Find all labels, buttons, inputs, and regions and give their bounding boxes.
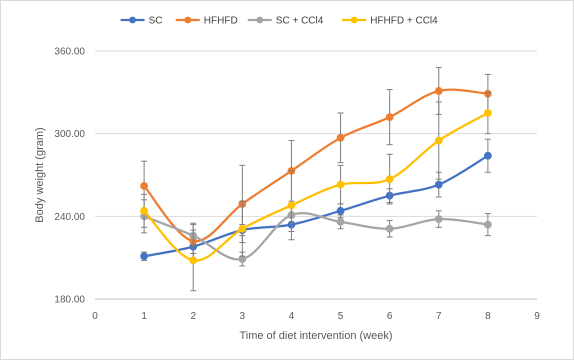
data-point: [434, 180, 443, 189]
legend-label: HFHFD: [204, 16, 238, 27]
data-point: [140, 206, 149, 215]
gridlines: [95, 50, 537, 217]
y-tick-label: 240.00: [54, 212, 85, 223]
x-tick-label: 9: [534, 311, 540, 322]
legend-item-sc: SC: [120, 16, 163, 27]
legend-label: SC: [149, 16, 163, 27]
x-tick-label: 8: [485, 311, 491, 322]
data-point: [238, 224, 247, 233]
data-point: [336, 133, 345, 142]
data-point: [189, 256, 198, 265]
data-point: [483, 151, 492, 160]
data-point: [140, 252, 149, 261]
x-tick-label: 3: [240, 311, 246, 322]
data-point: [336, 217, 345, 226]
legend-item-hfhfd: HFHFD: [175, 16, 238, 27]
legend-item-hfhfd-ccl4: HFHFD + CCl4: [342, 16, 438, 27]
legend-label: SC + CCl4: [276, 16, 324, 27]
data-point: [483, 220, 492, 229]
legend-item-sc-ccl4: SC + CCl4: [247, 16, 324, 27]
x-tick-labels: 0 1 2 3 4 5 6 7 8 9: [92, 311, 540, 322]
data-point: [385, 113, 394, 122]
legend-marker: [184, 16, 192, 24]
data-point: [336, 180, 345, 189]
x-tick-label: 1: [141, 311, 147, 322]
data-point: [385, 224, 394, 233]
legend-label: HFHFD + CCl4: [370, 16, 438, 27]
data-point: [336, 206, 345, 215]
x-tick-label: 7: [436, 311, 442, 322]
data-point: [434, 136, 443, 145]
series-layer: [140, 67, 492, 292]
x-tick-label: 0: [92, 311, 98, 322]
data-point: [287, 201, 296, 210]
y-tick-label: 360.00: [54, 47, 85, 58]
x-axis-title: Time of diet intervention (week): [239, 330, 392, 342]
x-tick-label: 2: [190, 311, 196, 322]
data-point: [140, 182, 149, 190]
data-point: [385, 175, 394, 184]
legend-marker: [256, 16, 264, 24]
data-point: [434, 215, 443, 223]
series-line: [143, 154, 489, 258]
y-tick-label: 300.00: [54, 129, 85, 140]
legend: SC HFHFD SC + CCl4 HFHFD + CCl4: [120, 16, 438, 27]
series-hfhfd-ccl4: [140, 91, 492, 292]
series-line: [143, 211, 489, 261]
series-sc-ccl4: [140, 199, 492, 267]
data-point: [434, 87, 443, 95]
y-tick-label: 180.00: [54, 295, 85, 306]
x-tick-label: 5: [338, 311, 344, 322]
legend-marker: [129, 16, 137, 24]
x-tick-label: 6: [387, 311, 393, 322]
y-tick-labels: 180.00 240.00 300.00 360.00: [54, 47, 85, 306]
y-axis-title: Body weight (gram): [34, 127, 46, 222]
legend-marker: [350, 16, 358, 24]
data-point: [483, 109, 492, 117]
x-tick-label: 4: [289, 311, 295, 322]
